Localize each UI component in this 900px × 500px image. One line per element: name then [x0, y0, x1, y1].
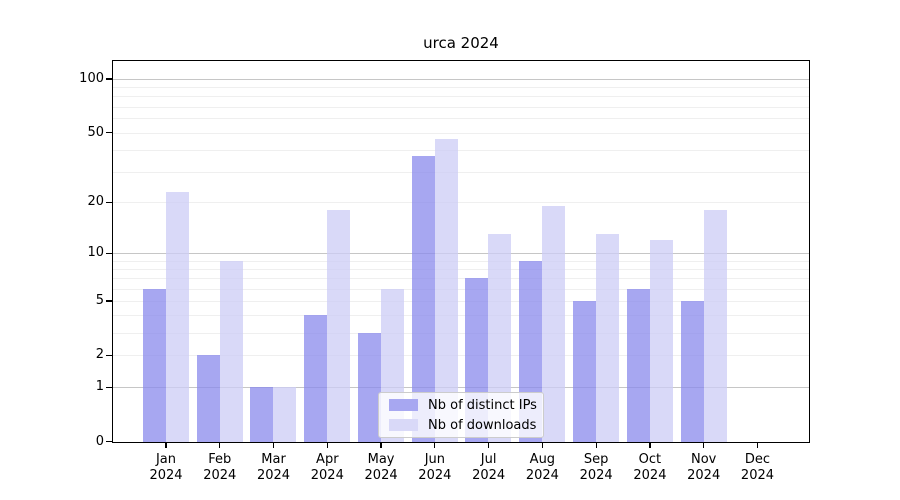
legend-swatch-downloads	[389, 419, 418, 431]
gridline-minor	[113, 118, 809, 120]
bar	[626, 288, 650, 442]
legend: Nb of distinct IPs Nb of downloads	[378, 392, 544, 438]
gridline-minor	[113, 202, 809, 204]
bar	[357, 332, 381, 442]
y-tick-label: 100	[79, 71, 104, 86]
x-tick-label: Apr 2024	[310, 452, 344, 483]
gridline-minor	[113, 106, 809, 108]
x-tick-mark	[756, 443, 759, 448]
legend-item: Nb of distinct IPs	[387, 397, 537, 414]
bar	[273, 387, 297, 442]
legend-item: Nb of downloads	[387, 417, 537, 434]
gridline-minor	[113, 132, 809, 134]
x-tick-mark	[219, 443, 221, 448]
gridline-minor	[113, 86, 809, 88]
gridline-minor	[113, 300, 809, 302]
gridline-minor	[113, 315, 809, 317]
bar	[165, 191, 189, 442]
y-tick-label: 10	[87, 245, 104, 261]
x-tick-label: Feb 2024	[203, 452, 237, 483]
gridline-minor	[113, 96, 809, 98]
legend-item-label: Nb of downloads	[428, 417, 537, 433]
gridline-minor	[113, 260, 809, 262]
gridline-major	[113, 78, 809, 80]
x-tick-label: May 2024	[364, 452, 398, 483]
y-tick-mark	[106, 386, 112, 388]
gridline-minor	[113, 149, 809, 151]
gridline-minor	[113, 332, 809, 334]
x-tick-label: Nov 2024	[687, 452, 721, 483]
x-tick-mark	[703, 443, 705, 448]
x-tick-mark	[380, 443, 382, 448]
bar	[542, 206, 566, 442]
bar	[680, 300, 704, 442]
gridline-minor	[113, 288, 809, 290]
legend-swatch-distinct-ips	[389, 399, 418, 411]
bar	[434, 138, 458, 442]
legend-item-label: Nb of distinct IPs	[428, 397, 537, 413]
gridline-minor	[113, 355, 809, 357]
bar	[304, 315, 328, 442]
bar	[327, 210, 351, 442]
y-tick-mark	[106, 300, 112, 302]
x-tick-label: Jan 2024	[149, 452, 183, 483]
bar	[488, 234, 512, 442]
x-tick-mark	[649, 443, 651, 448]
x-tick-mark	[488, 443, 490, 448]
y-tick-mark	[106, 354, 112, 357]
y-tick-label: 1	[95, 379, 104, 395]
x-tick-label: Sep 2024	[579, 452, 613, 483]
y-tick-label: 50	[87, 124, 104, 140]
bar	[703, 210, 727, 442]
y-tick-mark	[106, 78, 112, 80]
plot-area	[112, 60, 810, 443]
gridline-major	[113, 253, 809, 255]
x-tick-label: Oct 2024	[633, 452, 667, 483]
x-tick-mark	[326, 443, 328, 448]
bar	[196, 355, 220, 442]
x-tick-mark	[541, 443, 543, 448]
bar	[595, 234, 619, 442]
x-tick-label: Jun 2024	[418, 452, 452, 483]
x-tick-label: Aug 2024	[525, 452, 559, 483]
bar	[411, 155, 435, 442]
y-tick-mark	[106, 132, 112, 134]
gridline-minor	[113, 171, 809, 173]
x-tick-label: Mar 2024	[256, 452, 291, 483]
y-tick-mark	[106, 252, 112, 254]
chart-title: urca 2024	[423, 34, 499, 52]
bar	[219, 260, 243, 442]
y-tick-label: 0	[95, 433, 104, 449]
x-tick-mark	[595, 443, 597, 448]
y-tick-label: 5	[95, 292, 104, 308]
y-tick-label: 20	[87, 194, 104, 210]
y-tick-label: 2	[95, 347, 104, 363]
bar	[572, 300, 596, 442]
gridline-minor	[113, 268, 809, 270]
y-tick-mark	[106, 441, 112, 443]
y-tick-mark	[106, 201, 112, 204]
bar	[649, 239, 673, 442]
x-tick-mark	[434, 443, 436, 448]
gridline-minor	[113, 278, 809, 280]
x-tick-mark	[165, 443, 167, 448]
gridline-major	[113, 387, 809, 389]
x-tick-mark	[272, 443, 275, 448]
bar	[142, 288, 166, 442]
bar	[250, 387, 274, 442]
x-tick-label: Jul 2024	[472, 452, 506, 483]
x-tick-label: Dec 2024	[740, 452, 775, 483]
